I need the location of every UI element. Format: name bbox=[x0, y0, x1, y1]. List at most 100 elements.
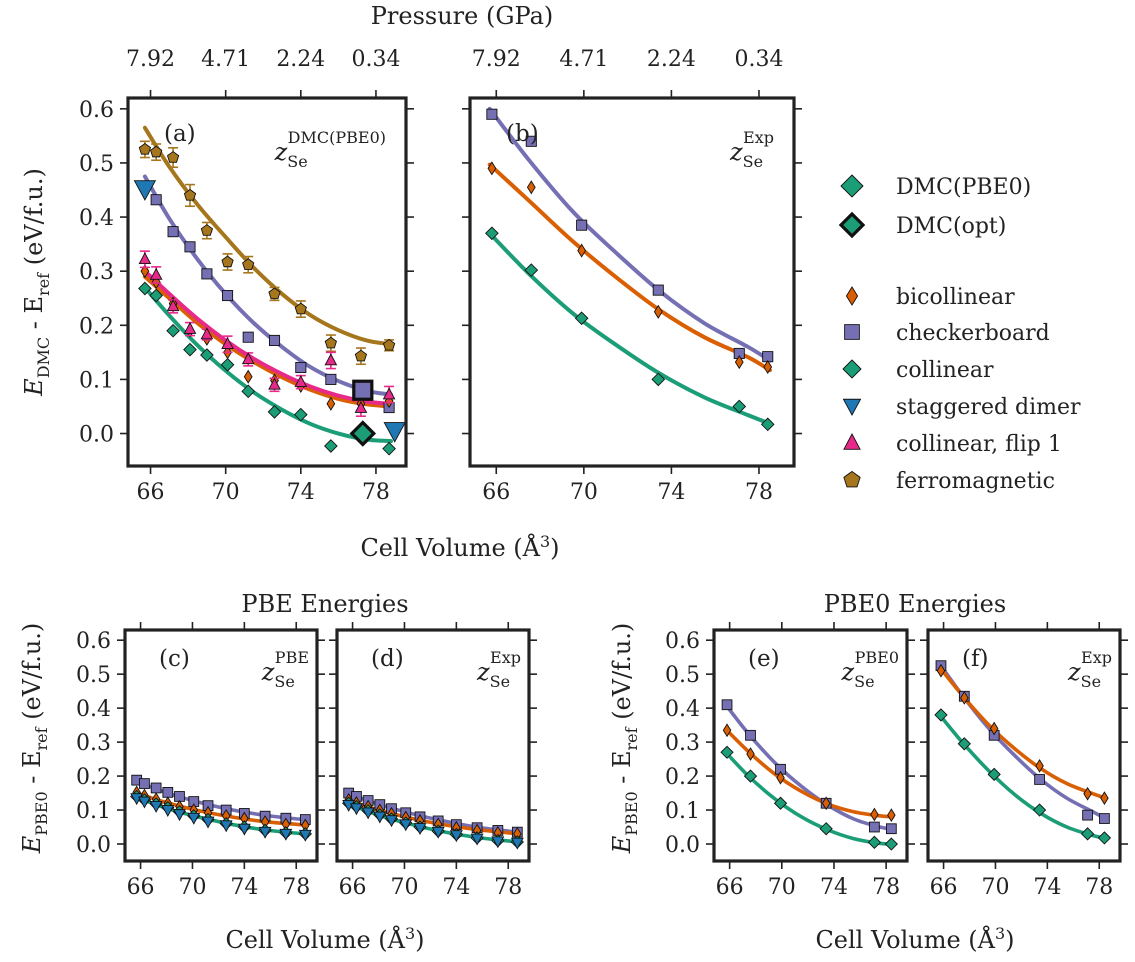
point-bicollinear bbox=[577, 243, 587, 258]
x-tick-label: 70 bbox=[981, 875, 1009, 900]
top-tick-label: 2.24 bbox=[276, 47, 325, 72]
fit-line-collinear bbox=[937, 713, 1108, 841]
y-tick-label: 0.5 bbox=[76, 663, 111, 688]
axes-frame bbox=[468, 96, 796, 468]
y-tick-label: 0.3 bbox=[665, 731, 700, 756]
x-tick-label: 78 bbox=[282, 875, 310, 900]
x-tick-label: 70 bbox=[768, 875, 796, 900]
point-staggered-dimer bbox=[219, 820, 233, 833]
point-staggered-dimer bbox=[385, 815, 398, 828]
point-checkerboard bbox=[869, 821, 880, 833]
point-collinear bbox=[138, 281, 152, 296]
top-ticks-panel-a: 7.92 4.71 2.24 0.34 bbox=[126, 47, 400, 72]
point-bicollinear bbox=[776, 770, 785, 785]
y-tick-label: 0.0 bbox=[79, 423, 114, 448]
point-collinear bbox=[773, 796, 788, 810]
point-ferromagnetic bbox=[200, 224, 214, 236]
y-tick-label: 0.4 bbox=[76, 697, 111, 722]
point-checkerboard bbox=[1082, 809, 1093, 821]
point-bicollinear bbox=[722, 723, 732, 738]
point-checkerboard bbox=[325, 373, 337, 385]
top-tick-label: 7.92 bbox=[472, 47, 521, 72]
point-bicollinear bbox=[487, 161, 497, 176]
point-bicollinear bbox=[746, 747, 755, 761]
point-bicollinear bbox=[1035, 759, 1044, 773]
legend-label-checkerboard: checkerboard bbox=[896, 321, 1050, 346]
x-tick-label: 70 bbox=[390, 875, 418, 900]
y-tick-label: 0.4 bbox=[79, 206, 114, 231]
z-se-label: zSePBE0 bbox=[841, 648, 899, 691]
x-tick-label: 78 bbox=[1085, 875, 1113, 900]
point-collinear-flip-1 bbox=[221, 337, 234, 350]
top-tick-label: 4.71 bbox=[559, 47, 608, 72]
point-bicollinear bbox=[653, 304, 663, 319]
point-collinear bbox=[183, 342, 197, 357]
fit-line-bicollinear bbox=[142, 274, 393, 409]
top-ticks-panel-b: 7.92 4.71 2.24 0.34 bbox=[472, 47, 784, 72]
x-tick-label: 74 bbox=[1033, 875, 1061, 900]
point-collinear bbox=[987, 767, 1001, 782]
point-collinear bbox=[934, 708, 948, 722]
point-checkerboard bbox=[1099, 813, 1110, 824]
panel-label: (e) bbox=[748, 646, 780, 672]
point-checkerboard bbox=[295, 361, 307, 374]
point-ferromagnetic bbox=[294, 302, 307, 315]
x-axis-label-right-bottom: Cell Volume (Å3) bbox=[815, 924, 1014, 954]
point-collinear bbox=[267, 405, 282, 419]
point-collinear-flip-1 bbox=[149, 267, 163, 280]
point-ferromagnetic bbox=[150, 145, 163, 158]
y-tick-label: 0.2 bbox=[79, 314, 114, 339]
legend-marker-collinear bbox=[842, 359, 862, 379]
top-tick-label: 0.34 bbox=[734, 47, 783, 72]
point-bicollinear bbox=[989, 721, 999, 736]
point-collinear bbox=[149, 288, 164, 303]
z-se-label: zSeExp bbox=[476, 648, 521, 691]
point-dmc-opt-collinear bbox=[349, 420, 377, 447]
point-staggered-dimer bbox=[470, 833, 484, 846]
point-staggered-dimer bbox=[350, 803, 363, 816]
point-bicollinear bbox=[1083, 786, 1092, 801]
point-collinear bbox=[241, 384, 256, 399]
x-tick-label: 66 bbox=[339, 875, 367, 900]
point-checkerboard bbox=[139, 778, 150, 789]
point-bicollinear bbox=[763, 359, 773, 375]
point-staggered-dimer bbox=[431, 826, 445, 839]
point-collinear bbox=[293, 407, 308, 422]
point-checkerboard bbox=[150, 782, 162, 794]
point-checkerboard bbox=[268, 334, 281, 346]
y-tick-label: 0.5 bbox=[665, 663, 700, 688]
z-se-label: zSeExp bbox=[1067, 648, 1112, 691]
point-ferromagnetic bbox=[242, 258, 255, 270]
point-collinear-flip-1 bbox=[183, 321, 197, 334]
y-tick-label: 0.6 bbox=[76, 629, 111, 654]
legend-label-ferromagnetic: ferromagnetic bbox=[896, 469, 1055, 494]
z-se-label: zSeExp bbox=[729, 128, 774, 171]
y-tick-label: 0.2 bbox=[665, 765, 700, 790]
point-collinear bbox=[1097, 831, 1112, 845]
panel-label: (d) bbox=[371, 646, 404, 672]
y-tick-label: 0.3 bbox=[76, 731, 111, 756]
point-ferromagnetic bbox=[221, 255, 234, 268]
top-tick-label: 4.71 bbox=[201, 47, 250, 72]
point-staggered-dimer bbox=[133, 180, 157, 201]
point-collinear-flip-1 bbox=[324, 353, 338, 366]
point-ferromagnetic bbox=[354, 349, 368, 362]
panel-d: 66 70 74 78 (d) zSeExp bbox=[329, 622, 537, 900]
top-axis-label: Pressure (GPa) bbox=[371, 2, 554, 30]
panel-e: 66 70 74 78 0.0 0.1 0.2 0.3 0.4 0.5 0.6 (e) zSePBE0 bbox=[665, 622, 915, 900]
point-collinear-flip-1 bbox=[354, 400, 368, 413]
y-tick-label: 0.3 bbox=[79, 260, 114, 285]
legend-marker-dmc-opt bbox=[838, 211, 866, 239]
point-checkerboard bbox=[162, 787, 174, 798]
point-checkerboard bbox=[150, 194, 162, 206]
point-dmc-opt-checkerboard bbox=[352, 379, 374, 401]
x-tick-label: 66 bbox=[137, 480, 165, 505]
point-staggered-dimer bbox=[279, 828, 293, 841]
fit-line-checkerboard bbox=[487, 106, 772, 363]
point-checkerboard bbox=[167, 226, 179, 238]
y-tick-label: 0.1 bbox=[76, 799, 111, 824]
point-staggered-dimer bbox=[237, 823, 251, 836]
legend: DMC(PBE0) DMC(opt) bicollinear checkerboard… bbox=[838, 174, 1081, 494]
y-tick-label: 0.0 bbox=[76, 833, 111, 858]
point-checkerboard bbox=[1034, 774, 1045, 785]
